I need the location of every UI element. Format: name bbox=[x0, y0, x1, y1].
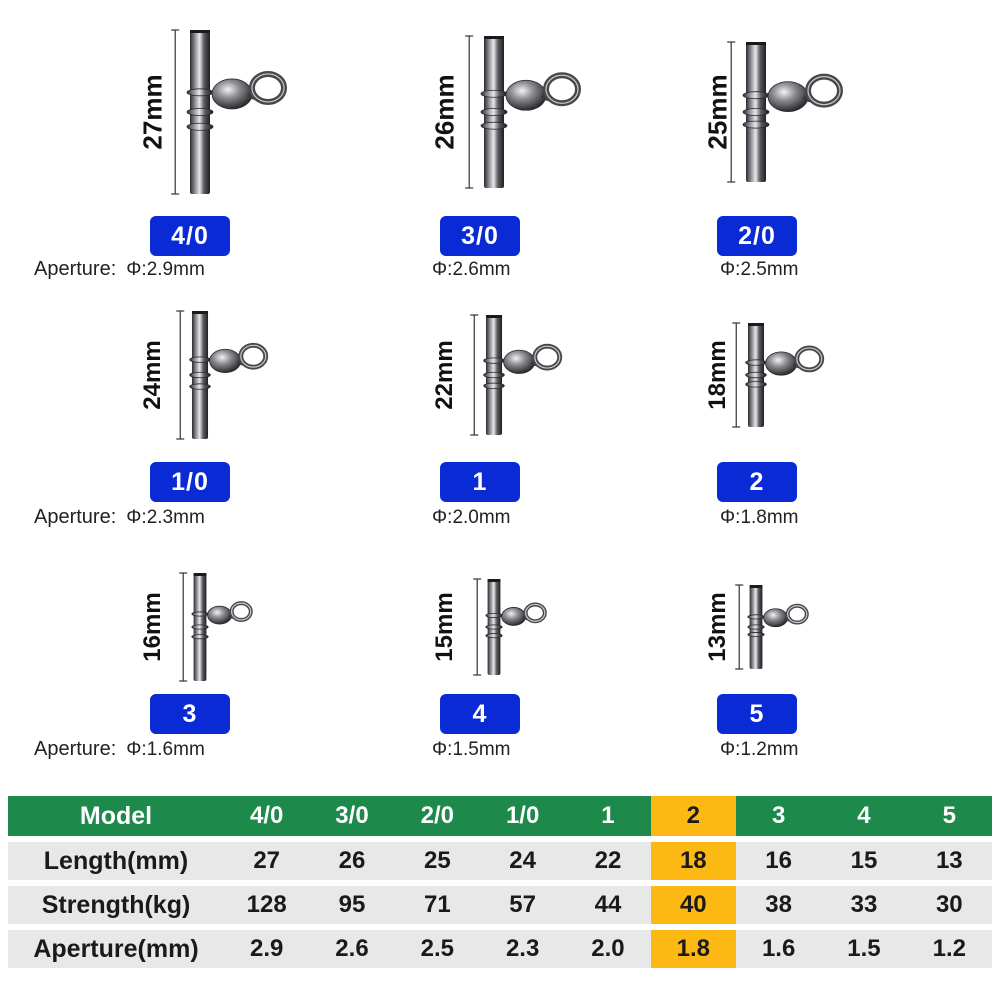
table-cell: 18 bbox=[650, 842, 736, 880]
aperture-value: Φ:2.6mm bbox=[432, 259, 511, 280]
swivel-image bbox=[735, 584, 809, 670]
table-header-model: 2 bbox=[650, 796, 736, 836]
model-badge: 1 bbox=[440, 462, 520, 502]
table-cell: 2.6 bbox=[309, 930, 395, 968]
table-cell: 15 bbox=[821, 842, 907, 880]
model-badge: 2/0 bbox=[717, 216, 797, 256]
table-cell: 27 bbox=[224, 842, 310, 880]
table-cell: 38 bbox=[735, 886, 822, 924]
table-cell: 25 bbox=[394, 842, 480, 880]
table-cell: 95 bbox=[309, 886, 395, 924]
model-badge: 3 bbox=[150, 694, 230, 734]
table-header-model: 3/0 bbox=[309, 796, 395, 836]
aperture-value: Φ:1.8mm bbox=[720, 507, 799, 528]
table-row-label: Aperture(mm) bbox=[8, 930, 224, 968]
model-badge: 1/0 bbox=[150, 462, 230, 502]
aperture-value: Φ:2.3mm bbox=[126, 507, 205, 528]
swivel-image bbox=[171, 29, 287, 195]
table-cell: 1.8 bbox=[650, 930, 736, 968]
table-cell: 2.0 bbox=[565, 930, 651, 968]
table-row-label: Length(mm) bbox=[8, 842, 224, 880]
table-header-model: 2/0 bbox=[394, 796, 480, 836]
table-cell: 40 bbox=[650, 886, 736, 924]
aperture-spec: Φ:1.5mm bbox=[432, 738, 511, 761]
table-header-row: Model 4/0 3/0 2/0 1/0 1 2 3 4 5 bbox=[8, 796, 992, 836]
swivel-image bbox=[727, 41, 843, 183]
swivel-image bbox=[473, 578, 547, 676]
swivel-image bbox=[465, 35, 581, 189]
table-cell: 1.6 bbox=[735, 930, 822, 968]
table-header-model: 1 bbox=[565, 796, 651, 836]
swivel-image bbox=[470, 314, 563, 436]
aperture-spec: Aperture: Φ:2.9mm bbox=[34, 258, 205, 281]
table-cell: 44 bbox=[565, 886, 651, 924]
table-cell: 13 bbox=[906, 842, 992, 880]
table-cell: 22 bbox=[565, 842, 651, 880]
aperture-value: Φ:1.6mm bbox=[126, 739, 205, 760]
aperture-value: Φ:2.5mm bbox=[720, 259, 799, 280]
table-cell: 2.9 bbox=[224, 930, 310, 968]
product-grid: 27mm 4/0 Aperture: Φ:2.9mm 26mm 3/0 Φ:2.6mm 25m… bbox=[34, 29, 843, 761]
aperture-spec: Φ:2.6mm bbox=[432, 258, 511, 281]
aperture-prefix: Aperture: bbox=[34, 506, 117, 528]
table-cell: 24 bbox=[479, 842, 566, 880]
swivel-image bbox=[179, 572, 253, 682]
length-label: 13mm bbox=[704, 592, 731, 662]
model-badge: 2 bbox=[717, 462, 797, 502]
model-badge: 5 bbox=[717, 694, 797, 734]
table-row: Length(mm) 27 26 25 24 22 18 16 15 13 bbox=[8, 842, 992, 880]
aperture-spec: Φ:2.5mm bbox=[720, 258, 799, 281]
aperture-spec: Φ:1.2mm bbox=[720, 738, 799, 761]
model-badge: 4/0 bbox=[150, 216, 230, 256]
table-header-model: 4 bbox=[821, 796, 907, 836]
aperture-value: Φ:1.5mm bbox=[432, 739, 511, 760]
swivel-image bbox=[732, 322, 825, 428]
table-header-model: 4/0 bbox=[224, 796, 310, 836]
table-row: Aperture(mm) 2.9 2.6 2.5 2.3 2.0 1.8 1.6 1.5 1.2 bbox=[8, 930, 992, 968]
aperture-spec: Aperture: Φ:2.3mm bbox=[34, 506, 205, 529]
aperture-value: Φ:2.0mm bbox=[432, 507, 511, 528]
aperture-value: Φ:2.9mm bbox=[126, 259, 205, 280]
spec-table: Model 4/0 3/0 2/0 1/0 1 2 3 4 5 Length(mm) 27 26 25… bbox=[8, 790, 992, 974]
swivel-image bbox=[176, 310, 269, 440]
table-cell: 57 bbox=[479, 886, 566, 924]
table-cell: 30 bbox=[906, 886, 992, 924]
aperture-spec: Φ:1.8mm bbox=[720, 506, 799, 529]
table-cell: 26 bbox=[309, 842, 395, 880]
aperture-prefix: Aperture: bbox=[34, 738, 117, 760]
aperture-spec: Aperture: Φ:1.6mm bbox=[34, 738, 205, 761]
table-header-model: 3 bbox=[735, 796, 822, 836]
table-header-model: 5 bbox=[906, 796, 992, 836]
table-body: Length(mm) 27 26 25 24 22 18 16 15 13 Strength(kg)… bbox=[8, 842, 992, 968]
table-row-label: Strength(kg) bbox=[8, 886, 224, 924]
model-badge: 4 bbox=[440, 694, 520, 734]
table-cell: 71 bbox=[394, 886, 480, 924]
model-badge: 3/0 bbox=[440, 216, 520, 256]
table-header-label: Model bbox=[8, 796, 224, 836]
table-cell: 16 bbox=[735, 842, 822, 880]
table-row: Strength(kg) 128 95 71 57 44 40 38 33 30 bbox=[8, 886, 992, 924]
table-cell: 2.3 bbox=[479, 930, 566, 968]
table-header-model: 1/0 bbox=[479, 796, 566, 836]
table-cell: 1.2 bbox=[906, 930, 992, 968]
aperture-value: Φ:1.2mm bbox=[720, 739, 799, 760]
aperture-spec: Φ:2.0mm bbox=[432, 506, 511, 529]
table-cell: 2.5 bbox=[394, 930, 480, 968]
table-cell: 33 bbox=[821, 886, 907, 924]
table-cell: 128 bbox=[224, 886, 310, 924]
aperture-prefix: Aperture: bbox=[34, 258, 117, 280]
table-cell: 1.5 bbox=[821, 930, 907, 968]
swivel-bead bbox=[763, 608, 788, 628]
